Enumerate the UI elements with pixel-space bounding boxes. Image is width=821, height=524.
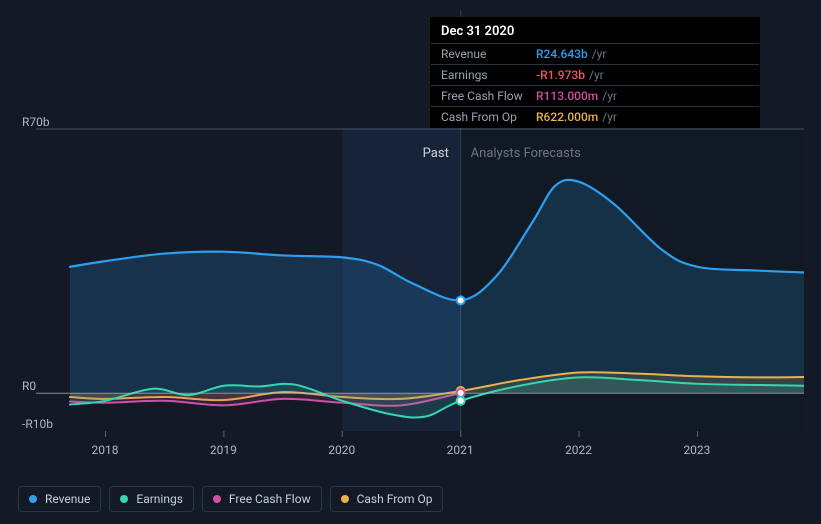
x-axis-label: 2018 xyxy=(92,443,119,457)
legend-item-label: Earnings xyxy=(136,492,183,506)
legend-item-label: Cash From Op xyxy=(357,492,433,506)
tooltip-row: Cash From OpR622.000m/yr xyxy=(431,106,759,127)
chart-legend: Revenue Earnings Free Cash Flow Cash From O… xyxy=(18,486,443,512)
legend-item-label: Revenue xyxy=(45,492,90,506)
legend-dot-icon xyxy=(341,495,349,503)
x-axis-label: 2021 xyxy=(447,443,474,457)
legend-item-revenue[interactable]: Revenue xyxy=(18,486,101,512)
legend-item-earnings[interactable]: Earnings xyxy=(109,486,194,512)
y-axis-label: -R10b xyxy=(22,417,53,431)
legend-dot-icon xyxy=(120,495,128,503)
tooltip-row-value: R24.643b xyxy=(536,47,588,61)
legend-dot-icon xyxy=(213,495,221,503)
tooltip-row-label: Earnings xyxy=(441,68,536,82)
tooltip-row-value: -R1.973b xyxy=(536,68,585,82)
tooltip-row-label: Free Cash Flow xyxy=(441,89,536,103)
y-axis-label: R70b xyxy=(22,115,50,129)
x-axis-label: 2020 xyxy=(328,443,355,457)
legend-item-label: Free Cash Flow xyxy=(229,492,311,506)
legend-item-free-cash-flow[interactable]: Free Cash Flow xyxy=(202,486,322,512)
tooltip-row-unit: /yr xyxy=(602,110,617,124)
tooltip-row-label: Cash From Op xyxy=(441,110,536,124)
legend-item-cash-from-op[interactable]: Cash From Op xyxy=(330,486,444,512)
tooltip-row-unit: /yr xyxy=(589,68,604,82)
tooltip-row-value: R113.000m xyxy=(536,89,598,103)
tooltip-row-value: R622.000m xyxy=(536,110,598,124)
tooltip-row-unit: /yr xyxy=(592,47,607,61)
y-axis-label: R0 xyxy=(22,379,36,393)
x-axis-label: 2022 xyxy=(565,443,592,457)
tooltip-row: Free Cash FlowR113.000m/yr xyxy=(431,85,759,106)
x-axis-label: 2023 xyxy=(683,443,710,457)
past-section-label: Past xyxy=(423,146,449,161)
forecast-section-label: Analysts Forecasts xyxy=(471,146,581,161)
legend-dot-icon xyxy=(29,495,37,503)
x-axis-label: 2019 xyxy=(210,443,237,457)
tooltip-row-label: Revenue xyxy=(441,47,536,61)
tooltip-row: RevenueR24.643b/yr xyxy=(431,43,759,64)
tooltip-row: Earnings-R1.973b/yr xyxy=(431,64,759,85)
tooltip-date: Dec 31 2020 xyxy=(431,18,759,43)
tooltip-row-unit: /yr xyxy=(602,89,617,103)
data-tooltip: Dec 31 2020 RevenueR24.643b/yrEarnings-R… xyxy=(430,17,760,128)
